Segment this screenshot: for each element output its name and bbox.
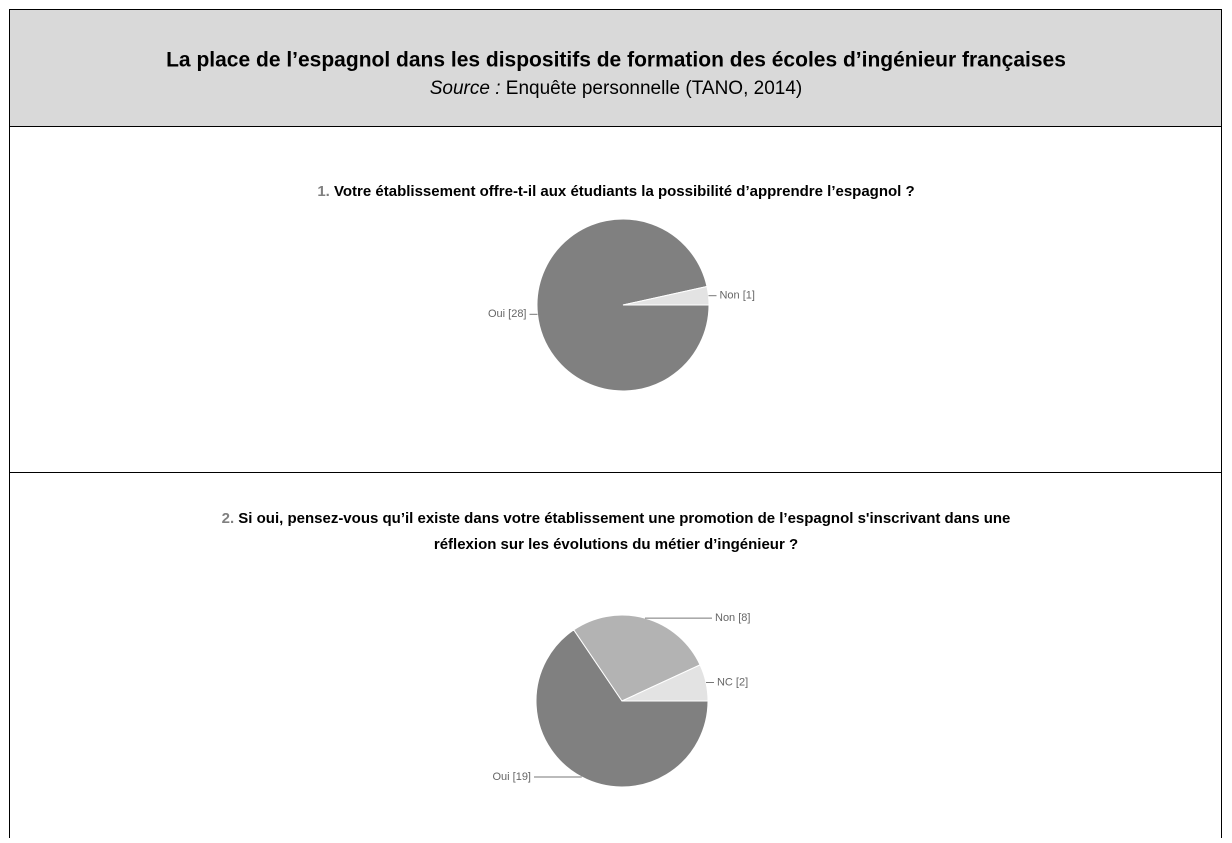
slice-label: Oui [19] [492,771,531,783]
slice-label: Non [8] [715,612,750,624]
question-number: 1. [317,183,330,200]
pie-slice [621,664,709,702]
chart-title: 1. Votre établissement offre-t-il aux ét… [317,183,914,200]
question-text: Si oui, pensez-vous qu’il existe dans vo… [238,510,1010,527]
source-text: Enquête personnelle (TANO, 2014) [506,78,802,99]
question-number: 2. [222,510,235,527]
question-text: Votre établissement offre-t-il aux étudi… [334,183,915,200]
source-label: Source : [430,78,501,99]
header-source: Source : Enquête personnelle (TANO, 2014… [430,78,802,99]
slice-label: Non [1] [719,290,754,302]
pie-slice [622,285,710,306]
chart-title: réflexion sur les évolutions du métier d… [434,536,798,553]
pie-slice [535,629,709,788]
header-title: La place de l’espagnol dans les disposit… [166,49,1066,72]
question-text: réflexion sur les évolutions du métier d… [434,536,798,553]
slice-label: Oui [28] [488,308,527,320]
chart-title: 2. Si oui, pensez-vous qu’il existe dans… [222,510,1011,527]
slice-label: NC [2] [717,676,748,688]
header-band [9,9,1222,127]
